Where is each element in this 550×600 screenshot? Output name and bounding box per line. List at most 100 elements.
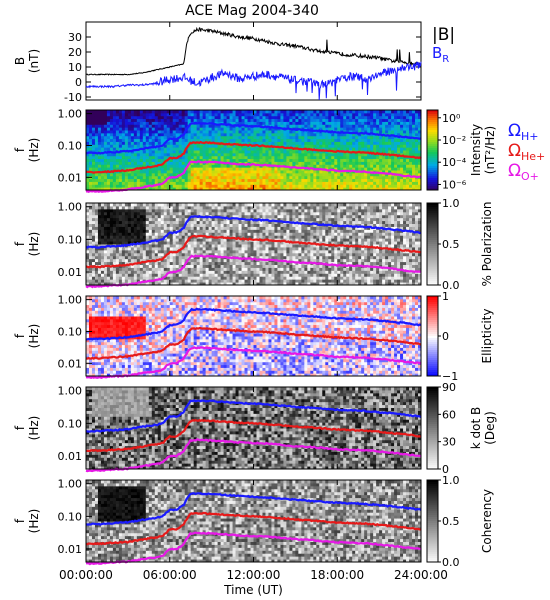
spectrogram-cell: [289, 175, 293, 180]
spectrogram-cell: [151, 214, 156, 219]
spectrogram-cell: [370, 181, 374, 185]
spectrogram-cell: [133, 124, 138, 128]
spectrogram-cell: [397, 170, 401, 174]
spectrogram-cell: [241, 135, 246, 140]
spectrogram-cell: [151, 223, 156, 227]
spectrogram-cell: [205, 258, 210, 263]
spectrogram-cell: [145, 273, 150, 277]
spectrogram-cell: [274, 264, 278, 268]
spectrogram-cell: [268, 264, 272, 268]
spectrogram-cell: [214, 155, 219, 160]
spectrogram-cell: [175, 178, 180, 182]
spectrogram-cell: [148, 246, 153, 251]
spectrogram-cell: [286, 130, 290, 134]
spectrogram-cell: [262, 141, 266, 145]
spectrogram-cell: [247, 249, 252, 254]
spectrogram-cell: [295, 158, 299, 162]
spectrogram-cell: [256, 205, 260, 210]
spectrogram-cell: [235, 130, 240, 134]
spectrogram-cell: [97, 144, 102, 148]
spectrogram-cell: [115, 138, 120, 142]
spectrogram-cell: [184, 144, 189, 148]
spectrogram-cell: [241, 246, 246, 251]
spectrogram-cell: [196, 152, 201, 157]
spectrogram-cell: [211, 110, 216, 114]
spectrogram-cell: [142, 172, 147, 177]
spectrogram-cell: [136, 252, 141, 257]
spectrogram-cell: [127, 267, 132, 271]
spectrogram-cell: [145, 158, 150, 162]
spectrogram-cell: [139, 252, 144, 257]
spectrogram-cell: [331, 135, 335, 140]
spectrogram-cell: [151, 132, 156, 137]
spectrogram-cell: [409, 172, 413, 177]
spectrogram-cell: [190, 147, 195, 151]
spectrogram-cell: [304, 172, 308, 177]
spectrogram-cell: [226, 150, 231, 154]
spectrogram-cell: [91, 226, 96, 230]
spectrogram-cell: [193, 135, 198, 140]
spectrogram-cell: [148, 127, 153, 131]
spectrogram-cell: [160, 130, 165, 134]
spectrogram-cell: [310, 172, 314, 177]
spectrogram-cell: [265, 167, 269, 171]
spectrogram-cell: [211, 226, 216, 230]
spectrogram-cell: [190, 276, 195, 280]
spectrogram-cell: [271, 276, 275, 280]
spectrogram-cell: [277, 158, 281, 162]
spectrogram-cell: [109, 203, 114, 207]
spectrogram-cell: [286, 178, 290, 182]
spectrogram-cell: [202, 127, 207, 131]
spectrogram-cell: [214, 244, 219, 248]
spectrogram-cell: [175, 276, 180, 280]
spectrogram-cell: [232, 121, 237, 125]
spectrogram-cell: [205, 211, 210, 216]
spectrogram-cell: [262, 158, 266, 162]
spectrogram-cell: [328, 152, 332, 157]
spectrogram-cell: [364, 187, 368, 191]
spectrogram-cell: [130, 130, 135, 134]
spectrogram-cell: [136, 132, 141, 137]
spectrogram-cell: [154, 118, 159, 122]
spectrogram-cell: [322, 138, 326, 142]
spectrogram-cell: [262, 118, 266, 122]
spectrogram-cell: [409, 161, 413, 165]
spectrogram-cell: [124, 164, 129, 168]
spectrogram-cell: [130, 252, 135, 257]
spectrogram-cell: [166, 241, 171, 245]
spectrogram-cell: [139, 276, 144, 280]
spectrogram-cell: [310, 175, 314, 180]
spectrogram-cell: [136, 229, 141, 233]
y-tick-label: 0: [75, 76, 82, 89]
spectrogram-cell: [241, 138, 246, 142]
spectrogram-cell: [199, 220, 204, 224]
spectrogram-cell: [388, 158, 392, 162]
spectrogram-cell: [355, 178, 359, 182]
spectrogram-cell: [178, 124, 183, 128]
spectrogram-cell: [166, 187, 171, 191]
spectrogram-cell: [229, 205, 234, 210]
spectrogram-cell: [364, 135, 368, 140]
spectrogram-cell: [337, 127, 341, 131]
spectrogram-cell: [94, 112, 99, 117]
spectrogram-cell: [190, 238, 195, 242]
spectrogram-cell: [208, 273, 213, 277]
gyro-line-heplus: [86, 140, 422, 174]
spectrogram-cell: [115, 161, 120, 165]
spectrogram-cell: [118, 161, 123, 165]
spectrogram-cell: [367, 161, 371, 165]
spectrogram-cell: [313, 155, 317, 160]
spectrogram-cell: [289, 178, 293, 182]
spectrogram-cell: [319, 135, 323, 140]
spectrogram-cell: [166, 255, 171, 260]
spectrogram-cell: [307, 135, 311, 140]
spectrogram-cell: [343, 187, 347, 191]
spectrogram-cell: [298, 130, 302, 134]
spectrogram-cell: [112, 147, 117, 151]
spectrogram-cell: [187, 178, 192, 182]
spectrogram-cell: [202, 155, 207, 160]
spectrogram-cell: [382, 170, 386, 174]
spectrogram-cell: [145, 132, 150, 137]
spectrogram-cell: [187, 270, 192, 274]
spectrogram-cell: [175, 130, 180, 134]
